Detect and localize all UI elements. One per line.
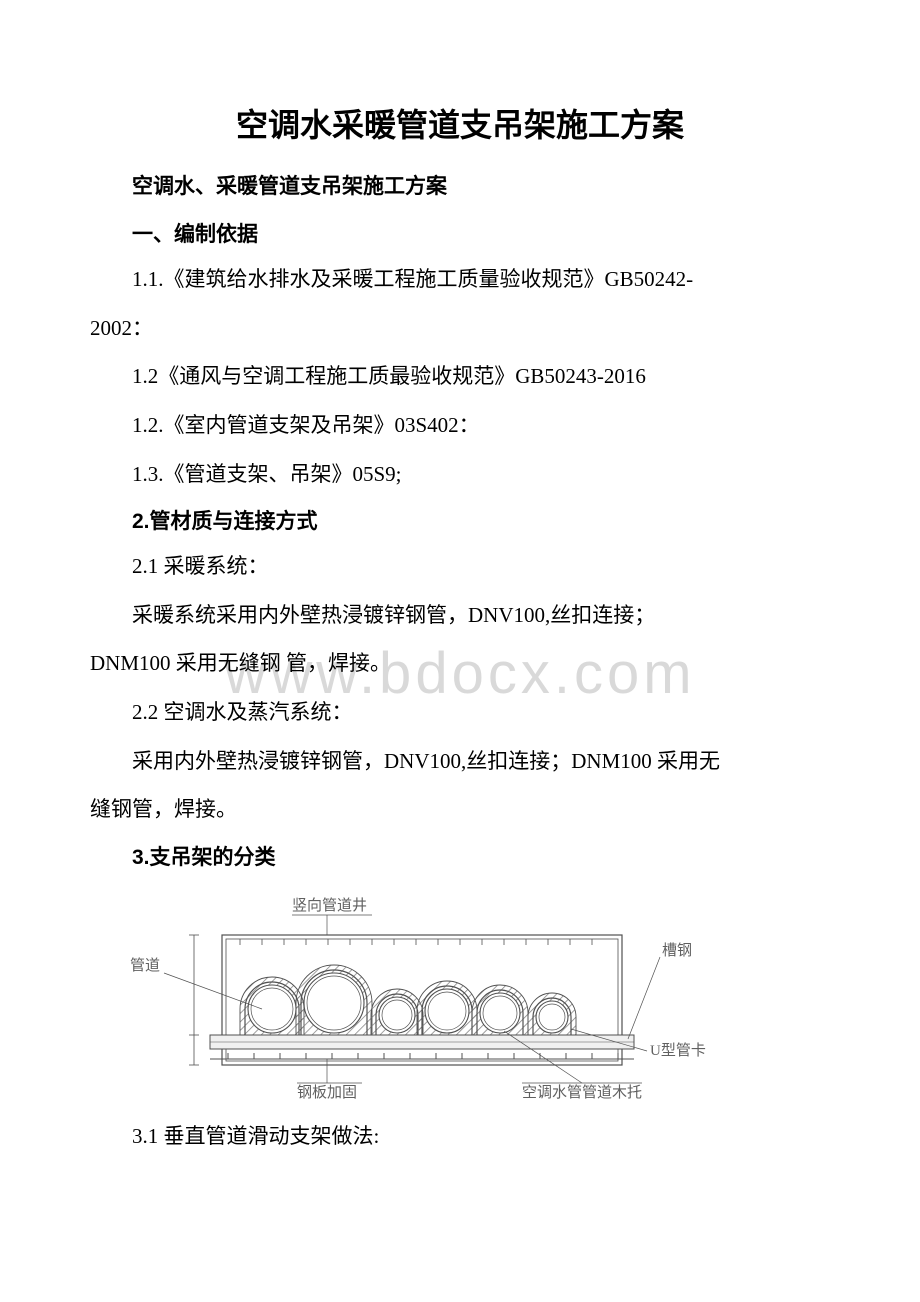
para-1-1a: 1.1.《建筑给水排水及采暖工程施工质量验收规范》GB50242- (90, 262, 830, 297)
svg-text:槽钢: 槽钢 (662, 942, 692, 959)
diagram-svg: 竖向管道井管道 槽钢 U型管卡空调水管管道木托 钢板加固 (122, 885, 722, 1105)
svg-text:U型管卡: U型管卡 (650, 1042, 706, 1059)
document-content: 空调水采暖管道支吊架施工方案 空调水、采暖管道支吊架施工方案 一、编制依据 1.… (90, 100, 830, 1154)
document-title: 空调水采暖管道支吊架施工方案 (90, 100, 830, 146)
svg-text:竖向管道井: 竖向管道井 (292, 897, 367, 914)
para-1-3: 1.2.《室内管道支架及吊架》03S402： (90, 408, 830, 443)
para-1-1b: 2002： (90, 311, 830, 346)
svg-text:空调水管管道木托: 空调水管管道木托 (522, 1084, 642, 1101)
section-3-head: 3.支吊架的分类 (90, 841, 830, 871)
para-2-4b: 缝钢管，焊接。 (90, 792, 830, 827)
para-1-4: 1.3.《管道支架、吊架》05S9; (90, 457, 830, 492)
svg-text:钢板加固: 钢板加固 (297, 1083, 357, 1101)
svg-text:管道: 管道 (130, 957, 160, 974)
para-2-2b: DNM100 采用无缝钢 管，焊接。 (90, 646, 830, 681)
section-1-head: 一、编制依据 (90, 218, 830, 248)
section-2-head: 2.管材质与连接方式 (90, 505, 830, 535)
para-2-1: 2.1 采暖系统： (90, 549, 830, 584)
pipe-support-diagram: 竖向管道井管道 槽钢 U型管卡空调水管管道木托 钢板加固 (122, 885, 830, 1105)
para-2-3: 2.2 空调水及蒸汽系统： (90, 695, 830, 730)
para-2-4a: 采用内外壁热浸镀锌钢管，DNV100,丝扣连接；DNM100 采用无 (90, 744, 830, 779)
para-1-2: 1.2《通风与空调工程施工质最验收规范》GB50243-2016 (90, 359, 830, 394)
para-2-2a: 采暖系统采用内外壁热浸镀锌钢管，DNV100,丝扣连接； (90, 598, 830, 633)
para-3-1: 3.1 垂直管道滑动支架做法: (90, 1119, 830, 1154)
document-subtitle: 空调水、采暖管道支吊架施工方案 (90, 170, 830, 200)
